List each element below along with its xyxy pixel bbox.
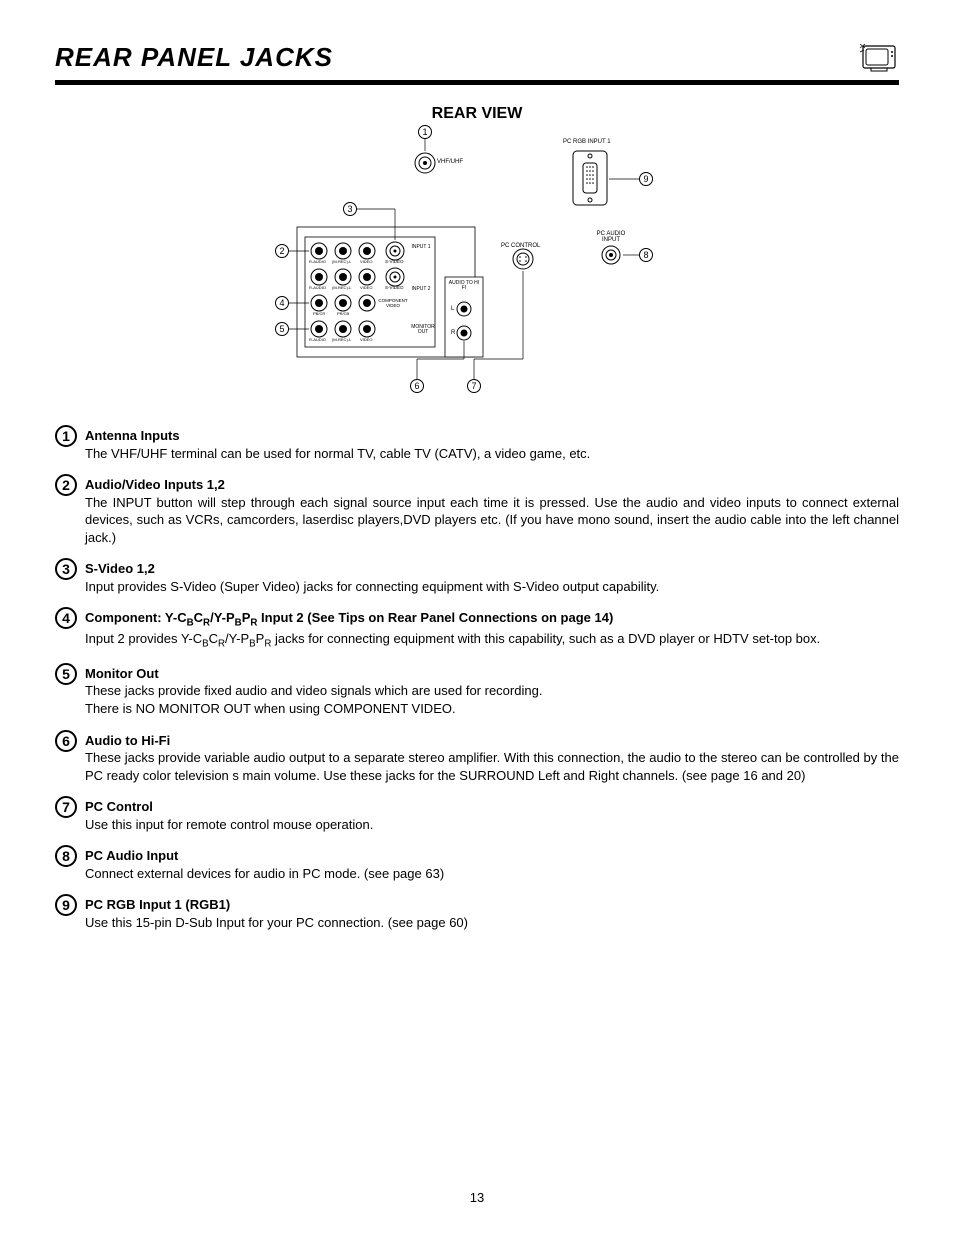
lbl-v1: VIDEO [360,260,372,264]
lbl-R: R [451,330,455,336]
diagram-svg [277,127,677,407]
item-title: Antenna Inputs [85,428,180,443]
description-item: 6 Audio to Hi-Fi These jacks provide varia… [55,732,899,785]
item-text: Input provides S-Video (Super Video) jac… [85,579,659,594]
page-number: 13 [0,1190,954,1205]
callout-5: 5 [275,322,289,336]
item-text: Use this input for remote control mouse … [85,817,373,832]
item-text: Connect external devices for audio in PC… [85,866,444,881]
description-item: 7 PC Control Use this input for remote con… [55,798,899,833]
lbl-ra4: R-AUDIO [309,338,326,342]
item-text: These jacks provide variable audio outpu… [85,750,899,783]
jack-descriptions: 1 Antenna Inputs The VHF/UHF terminal can … [55,427,899,931]
item-text: Input 2 provides Y-CBCR/Y-PBPR jacks for… [85,631,820,646]
item-body: PC Control Use this input for remote cont… [85,798,899,833]
page-title: REAR PANEL JACKS [55,42,333,73]
lbl-component: COMPONENT VIDEO [377,299,409,308]
item-number: 4 [55,607,77,629]
lbl-pcaudio: PC AUDIO INPUT [595,231,627,243]
item-number: 5 [55,663,77,685]
item-title: Monitor Out [85,666,159,681]
diagram-title: REAR VIEW [55,105,899,123]
callout-8: 8 [639,248,653,262]
lbl-ra1: R-AUDIO [309,260,326,264]
item-body: PC Audio Input Connect external devices f… [85,847,899,882]
item-text: Use this 15-pin D-Sub Input for your PC … [85,915,468,930]
item-text: These jacks provide fixed audio and vide… [85,683,542,716]
description-item: 2 Audio/Video Inputs 1,2 The INPUT button … [55,476,899,546]
item-number: 3 [55,558,77,580]
item-number: 9 [55,894,77,916]
callout-3: 3 [343,202,357,216]
item-body: PC RGB Input 1 (RGB1) Use this 15-pin D-S… [85,896,899,931]
description-item: 3 S-Video 1,2 Input provides S-Video (Supe… [55,560,899,595]
lbl-L: L [451,306,454,312]
lbl-pb: PB/CR [313,312,325,316]
callout-4: 4 [275,296,289,310]
item-text: The INPUT button will step through each … [85,495,899,545]
item-number: 7 [55,796,77,818]
description-item: 9 PC RGB Input 1 (RGB1) Use this 15-pin D-… [55,896,899,931]
callout-2: 2 [275,244,289,258]
item-text: The VHF/UHF terminal can be used for nor… [85,446,590,461]
description-item: 5 Monitor Out These jacks provide fixed au… [55,665,899,718]
item-title: Audio to Hi-Fi [85,733,170,748]
item-title: PC Audio Input [85,848,178,863]
item-body: Antenna Inputs The VHF/UHF terminal can b… [85,427,899,462]
item-body: Audio/Video Inputs 1,2 The INPUT button w… [85,476,899,546]
callout-1: 1 [418,125,432,139]
lbl-svideo2: S-VIDEO [385,286,404,291]
item-title: PC RGB Input 1 (RGB1) [85,897,230,912]
description-item: 8 PC Audio Input Connect external devices … [55,847,899,882]
callout-9: 9 [639,172,653,186]
lbl-v2: VIDEO [360,286,372,290]
rear-panel-diagram: VHF/UHF PC RGB INPUT 1 PC AUDIO INPUT PC… [277,127,677,407]
item-number: 8 [55,845,77,867]
item-body: S-Video 1,2 Input provides S-Video (Super… [85,560,899,595]
lbl-input2: INPUT 2 [409,287,433,292]
item-body: Audio to Hi-Fi These jacks provide variab… [85,732,899,785]
lbl-monout: MONITOR OUT [409,325,437,335]
item-body: Component: Y-CBCR/Y-PBPR Input 2 (See Ti… [85,609,899,651]
lbl-pr: PR/CB [337,312,349,316]
page-header: REAR PANEL JACKS [55,40,899,85]
tv-icon [857,40,899,74]
lbl-pccontrol: PC CONTROL [501,243,540,249]
lbl-pcrgb: PC RGB INPUT 1 [563,139,611,145]
lbl-svideo1: S-VIDEO [385,260,404,265]
callout-6: 6 [410,379,424,393]
item-number: 1 [55,425,77,447]
lbl-ra2: R-AUDIO [309,286,326,290]
item-body: Monitor Out These jacks provide fixed aud… [85,665,899,718]
description-item: 4 Component: Y-CBCR/Y-PBPR Input 2 (See T… [55,609,899,651]
lbl-input1: INPUT 1 [409,245,433,250]
callout-7: 7 [467,379,481,393]
item-number: 6 [55,730,77,752]
item-title: PC Control [85,799,153,814]
item-title: Audio/Video Inputs 1,2 [85,477,225,492]
item-number: 2 [55,474,77,496]
description-item: 1 Antenna Inputs The VHF/UHF terminal can … [55,427,899,462]
item-title: S-Video 1,2 [85,561,155,576]
item-title: Component: Y-CBCR/Y-PBPR Input 2 (See Ti… [85,610,613,625]
lbl-vhf: VHF/UHF [437,159,463,165]
lbl-ml1: (M-REC)-L [332,260,351,264]
lbl-audiohifi: AUDIO TO HI FI [447,281,481,291]
lbl-ml2: (M-REC)-L [332,286,351,290]
lbl-v4: VIDEO [360,338,372,342]
lbl-ml4: (M-REC)-L [332,338,351,342]
